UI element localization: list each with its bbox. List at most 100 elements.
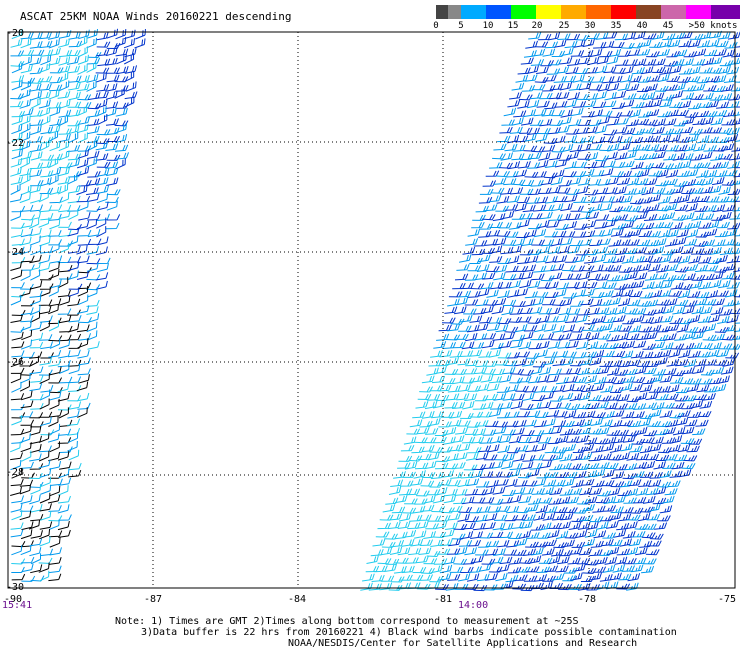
wind-barb [134, 38, 146, 49]
wind-barb [510, 340, 523, 349]
wind-barb [501, 306, 514, 316]
wind-barb [68, 75, 82, 83]
wind-barb [455, 296, 469, 306]
wind-barb [20, 544, 32, 556]
wind-barb [612, 67, 626, 74]
wind-barb [694, 298, 708, 306]
wind-barb [584, 66, 598, 74]
wind-barb [721, 179, 736, 186]
wind-barb [87, 313, 100, 323]
wind-barb [467, 539, 481, 547]
wind-barb [652, 151, 666, 159]
wind-barb [77, 402, 91, 410]
wind-barb [628, 265, 642, 272]
wind-barb [529, 402, 542, 411]
wind-barb [610, 481, 625, 488]
wind-barb [639, 506, 654, 513]
wind-barb [657, 481, 672, 488]
wind-barb [691, 306, 705, 315]
wind-barb [458, 506, 473, 514]
wind-barb [19, 88, 31, 99]
wind-barb [601, 40, 615, 49]
wind-barb [664, 84, 678, 91]
wind-barb [533, 478, 547, 487]
wind-barb [684, 419, 698, 427]
wind-barb [620, 507, 634, 514]
wind-barb [446, 393, 460, 401]
wind-barb [654, 522, 668, 530]
wind-barb [40, 429, 55, 436]
wind-barb [606, 520, 619, 529]
wind-barb [538, 307, 553, 315]
wind-barb [625, 546, 639, 556]
wind-barb [582, 410, 596, 418]
wind-barb [125, 81, 137, 92]
wind-barb [660, 315, 674, 323]
wind-barb [731, 144, 740, 152]
wind-barb [678, 318, 693, 325]
wind-barb [555, 376, 570, 385]
wind-barb [575, 314, 588, 323]
wind-barb [525, 566, 540, 573]
wind-barb [588, 143, 603, 151]
wind-barb [38, 450, 50, 462]
note-line-1: Note: 1) Times are GMT 2)Times along bot… [115, 616, 579, 627]
wind-barb [595, 214, 610, 221]
wind-barb [556, 556, 570, 565]
wind-barb [667, 384, 680, 393]
wind-barb [418, 453, 432, 460]
wind-barb [520, 430, 535, 437]
wind-barb [570, 326, 585, 333]
wind-barb [77, 94, 92, 101]
wind-barb [629, 198, 644, 205]
wind-barb [517, 436, 532, 443]
wind-barb [96, 129, 111, 136]
wind-barb [420, 480, 435, 487]
wind-barb [449, 350, 463, 358]
wind-barb [397, 462, 411, 469]
wind-barb [682, 273, 696, 281]
wind-barb [486, 383, 500, 392]
wind-barb [49, 255, 63, 264]
wind-barb [49, 537, 61, 548]
wind-barb [669, 317, 684, 324]
wind-barb [516, 411, 531, 418]
wind-barb [638, 418, 652, 427]
wind-barb [596, 462, 610, 469]
wind-barb [716, 101, 730, 109]
wind-barb [654, 144, 668, 152]
wind-barb [30, 393, 44, 401]
wind-barb [598, 110, 613, 117]
wind-barb [86, 37, 97, 49]
wind-barb [539, 118, 553, 127]
wind-barb [581, 324, 595, 331]
wind-barb [648, 409, 662, 418]
wind-barb [633, 340, 647, 349]
wind-barb [569, 144, 583, 153]
wind-speed-color-scale: 0 5 10 15 20 25 30 35 40 45 >50 knots [433, 5, 740, 33]
wind-barb [465, 516, 480, 523]
wind-barb [535, 504, 549, 514]
wind-barb [621, 255, 635, 264]
wind-barb [10, 294, 22, 306]
wind-barb [421, 375, 435, 384]
wind-barb [39, 492, 51, 504]
scale-swatch [448, 5, 461, 19]
wind-barb [703, 359, 717, 366]
wind-barb [500, 246, 514, 255]
wind-barb [682, 85, 697, 92]
wind-barb [68, 469, 82, 478]
wind-barb [669, 162, 683, 170]
wind-barb [106, 189, 121, 196]
wind-barb [672, 426, 686, 436]
wind-barb [664, 453, 678, 461]
wind-barb [711, 333, 725, 341]
wind-barb [609, 75, 623, 84]
wind-barb [726, 127, 740, 136]
wind-barb [639, 384, 653, 393]
wind-barb [597, 395, 612, 402]
wind-barb [477, 506, 491, 513]
wind-barb [115, 123, 128, 134]
wind-barb [96, 106, 107, 117]
wind-barb [672, 306, 686, 315]
